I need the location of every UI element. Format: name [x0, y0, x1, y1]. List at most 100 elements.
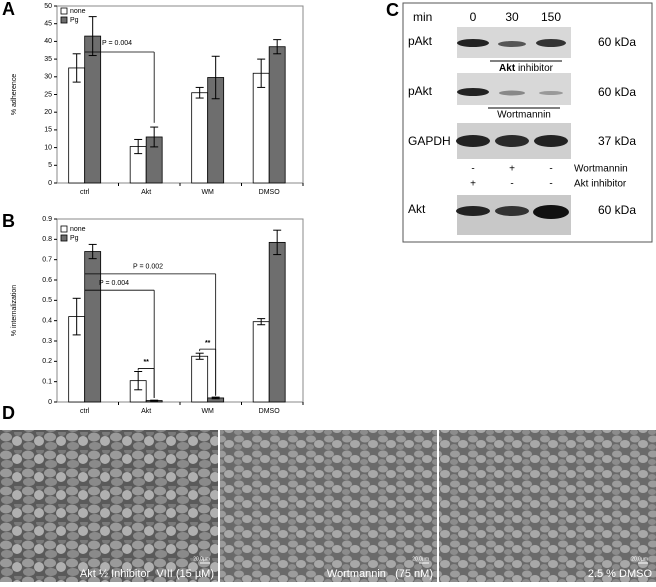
y-tick-label: 5: [48, 162, 52, 169]
y-tick-label: 25: [44, 91, 52, 98]
y-tick-label: 50: [44, 3, 52, 10]
blot-panel: C min 0 30 150 pAkt 60 kDa Akt inhibitor…: [386, 0, 653, 243]
band: [539, 91, 563, 95]
y-tick-label: 45: [44, 21, 52, 28]
sign: -: [471, 164, 474, 175]
y-tick-label: 20: [44, 109, 52, 116]
treatment-bold: Akt: [499, 63, 516, 74]
error-bar: [134, 371, 143, 391]
sign-table: - + - Wortmannin + - - Akt inhibitor: [470, 164, 628, 190]
time: 0: [470, 10, 477, 24]
x-tick-label: WM: [201, 408, 214, 415]
y-tick-label: 0.9: [42, 216, 52, 223]
time-label: min: [413, 10, 432, 24]
annotation: **: [143, 359, 149, 366]
error-bar: [134, 138, 143, 155]
x-tick-label: ctrl: [80, 408, 90, 415]
bar: [252, 72, 270, 184]
panel-label: C: [386, 0, 399, 20]
error-bar: [211, 55, 220, 100]
bar: [191, 92, 209, 184]
panel-label: A: [2, 0, 15, 19]
x-tick-label: DMSO: [259, 408, 281, 415]
band: [495, 206, 529, 216]
legend-swatch: [60, 7, 68, 15]
y-tick-label: 0.1: [42, 379, 52, 386]
error-bar: [273, 39, 282, 55]
scale-label: 20.0µm: [193, 556, 210, 562]
y-tick-label: 30: [44, 74, 52, 81]
treatment: Wortmannin: [497, 110, 551, 121]
y-tick-label: 0.5: [42, 297, 52, 304]
error-bar: [195, 86, 204, 99]
sign-name: Wortmannin: [574, 164, 628, 175]
bar: [268, 46, 286, 184]
micrograph-captions: 20.0µm Akt ½ Inhibitor VIII (15 µM) 20.0µm…: [80, 556, 653, 580]
error-bar: [150, 126, 159, 148]
bar: [68, 67, 86, 184]
legend-label: none: [70, 8, 86, 15]
bar: [84, 35, 102, 184]
error-bar: [88, 243, 97, 260]
y-axis-label: % adherence: [11, 74, 18, 115]
band: [456, 135, 490, 147]
x-tick-label: Akt: [141, 408, 151, 415]
time: 30: [505, 10, 519, 24]
error-bar: [195, 352, 204, 360]
band: [499, 90, 525, 96]
sign: -: [510, 179, 513, 190]
band: [536, 39, 566, 47]
y-tick-label: 10: [44, 144, 52, 151]
y-tick-label: 35: [44, 56, 52, 63]
x-tick-label: ctrl: [80, 189, 90, 196]
micrograph: [439, 430, 656, 582]
size: 60 kDa: [598, 35, 636, 49]
scale-label: 20.0µm: [412, 556, 429, 562]
x-tick-label: Akt: [141, 189, 151, 196]
y-tick-label: 0.7: [42, 257, 52, 264]
caption: 2.5 % DMSO: [588, 568, 653, 580]
protein: GAPDH: [408, 134, 451, 148]
error-bar: [211, 396, 220, 400]
error-bar: [88, 16, 97, 57]
annotation: P = 0.004: [99, 280, 129, 287]
sign: -: [549, 179, 552, 190]
y-tick-label: 0: [48, 399, 52, 406]
y-tick-label: 0: [48, 180, 52, 187]
band: [534, 135, 568, 147]
band: [457, 39, 489, 47]
protein: Akt: [408, 202, 426, 216]
annotation: P = 0.002: [133, 264, 163, 271]
band: [456, 206, 490, 216]
bar: [252, 321, 270, 403]
band: [498, 41, 526, 47]
error-bar: [72, 53, 81, 83]
legend-label: none: [70, 226, 86, 233]
y-tick-label: 15: [44, 127, 52, 134]
legend-label: Pg: [70, 235, 79, 242]
treatment-rest: inhibitor: [518, 63, 554, 74]
error-bar: [273, 229, 282, 256]
micrograph: [0, 430, 218, 582]
legend-swatch: [60, 16, 68, 24]
x-tick-label: WM: [201, 189, 214, 196]
legend-label: Pg: [70, 17, 79, 24]
protein: pAkt: [408, 84, 433, 98]
micrograph: [220, 430, 437, 582]
annotation: P = 0.004: [102, 40, 132, 47]
band: [495, 135, 529, 147]
time: 150: [541, 10, 561, 24]
legend-swatch: [60, 225, 68, 233]
size: 60 kDa: [598, 203, 636, 217]
error-bar: [257, 58, 266, 88]
legend-swatch: [60, 234, 68, 242]
sign: +: [470, 179, 476, 190]
error-bar: [150, 399, 159, 402]
band: [533, 205, 569, 219]
caption: Wortmannin (75 nM): [327, 568, 433, 580]
sign: +: [509, 164, 515, 175]
caption: Akt ½ Inhibitor VIII (15 µM): [80, 568, 214, 580]
scale-label: 20.0µm: [631, 556, 648, 562]
